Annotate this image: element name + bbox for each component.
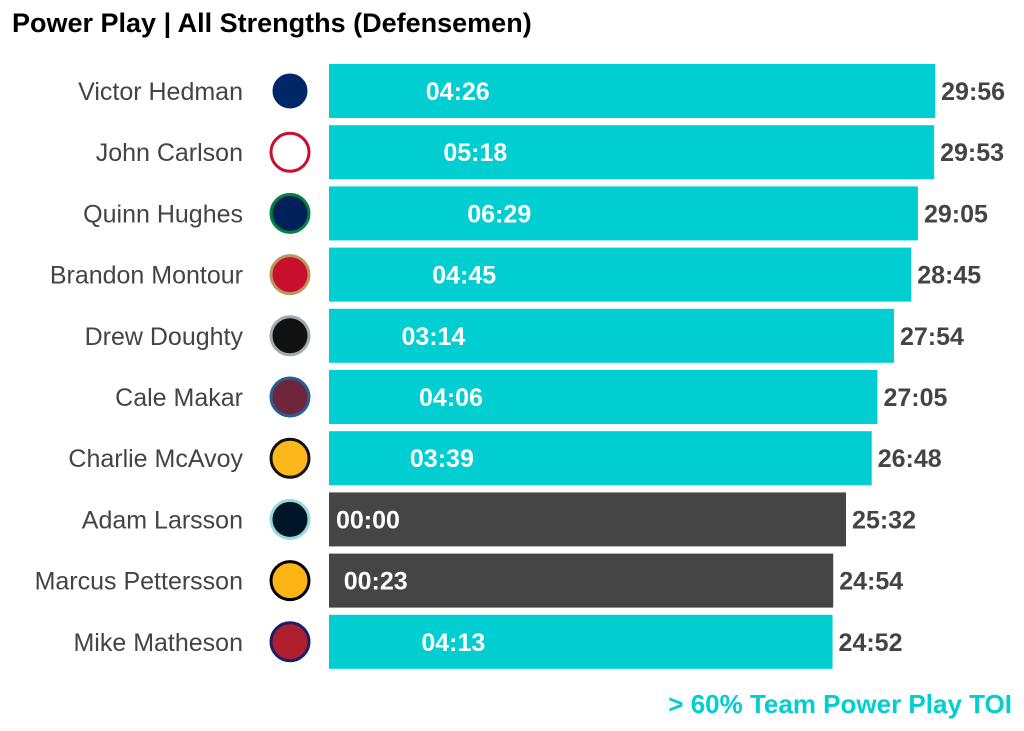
total-toi-label: 29:53: [940, 139, 1004, 167]
pp-toi-label: 04:45: [432, 262, 496, 290]
total-toi-label: 27:05: [883, 384, 947, 412]
total-toi-label: 28:45: [917, 262, 981, 290]
player-name-label: Quinn Hughes: [83, 200, 243, 228]
team-logo-colorado-avalanche-icon: [269, 376, 311, 418]
player-name-label: Mike Matheson: [73, 629, 243, 657]
pp-toi-label: 03:39: [410, 445, 474, 473]
player-name-label: Victor Hedman: [78, 78, 243, 106]
team-logo-pittsburgh-penguins-icon: [269, 560, 311, 602]
player-name-label: Marcus Pettersson: [35, 568, 243, 596]
team-logo-tampa-bay-lightning-icon: [269, 70, 311, 112]
pp-toi-label: 03:14: [401, 323, 465, 351]
team-logo-montreal-canadiens-icon: [269, 621, 311, 663]
total-toi-label: 24:54: [839, 568, 903, 596]
total-toi-label: 26:48: [878, 445, 942, 473]
player-name-label: Brandon Montour: [50, 262, 243, 290]
player-name-label: Charlie McAvoy: [68, 445, 243, 473]
total-toi-label: 27:54: [900, 323, 964, 351]
team-logo-vancouver-canucks-icon: [269, 192, 311, 234]
total-toi-label: 29:56: [941, 78, 1005, 106]
pp-toi-label: 04:26: [426, 78, 490, 106]
total-toi-bar: [329, 553, 834, 608]
pp-toi-label: 05:18: [443, 139, 507, 167]
pp-toi-label: 04:13: [421, 629, 485, 657]
chart-title: Power Play | All Strengths (Defensemen): [12, 8, 532, 38]
team-logo-boston-bruins-icon: [269, 437, 311, 479]
player-name-label: Adam Larsson: [82, 506, 243, 534]
total-toi-bar: [329, 64, 936, 118]
team-logo-los-angeles-kings-icon: [269, 315, 311, 357]
pp-toi-label: 06:29: [467, 200, 531, 228]
total-toi-label: 24:52: [839, 629, 903, 657]
total-toi-bar: [329, 308, 894, 363]
pp-toi-label: 00:23: [344, 568, 408, 596]
total-toi-bar: [329, 186, 918, 241]
player-name-label: Cale Makar: [115, 384, 243, 412]
total-toi-label: 29:05: [924, 200, 988, 228]
player-name-label: Drew Doughty: [85, 323, 244, 351]
total-toi-label: 25:32: [852, 506, 916, 534]
team-logo-seattle-kraken-icon: [269, 498, 311, 540]
legend-note: > 60% Team Power Play TOI: [668, 689, 1012, 719]
total-toi-bar: [329, 370, 878, 424]
total-toi-bar: [329, 614, 833, 669]
team-logo-florida-panthers-icon: [269, 254, 311, 296]
pp-toi-label: 04:06: [419, 384, 483, 412]
total-toi-bar: [329, 125, 935, 180]
player-name-label: John Carlson: [96, 139, 243, 167]
team-logo-washington-capitals-icon: [269, 131, 311, 173]
total-toi-bar: [329, 247, 912, 302]
pp-toi-label: 00:00: [336, 506, 400, 534]
total-toi-bar: [329, 492, 847, 547]
total-toi-bar: [329, 431, 872, 486]
